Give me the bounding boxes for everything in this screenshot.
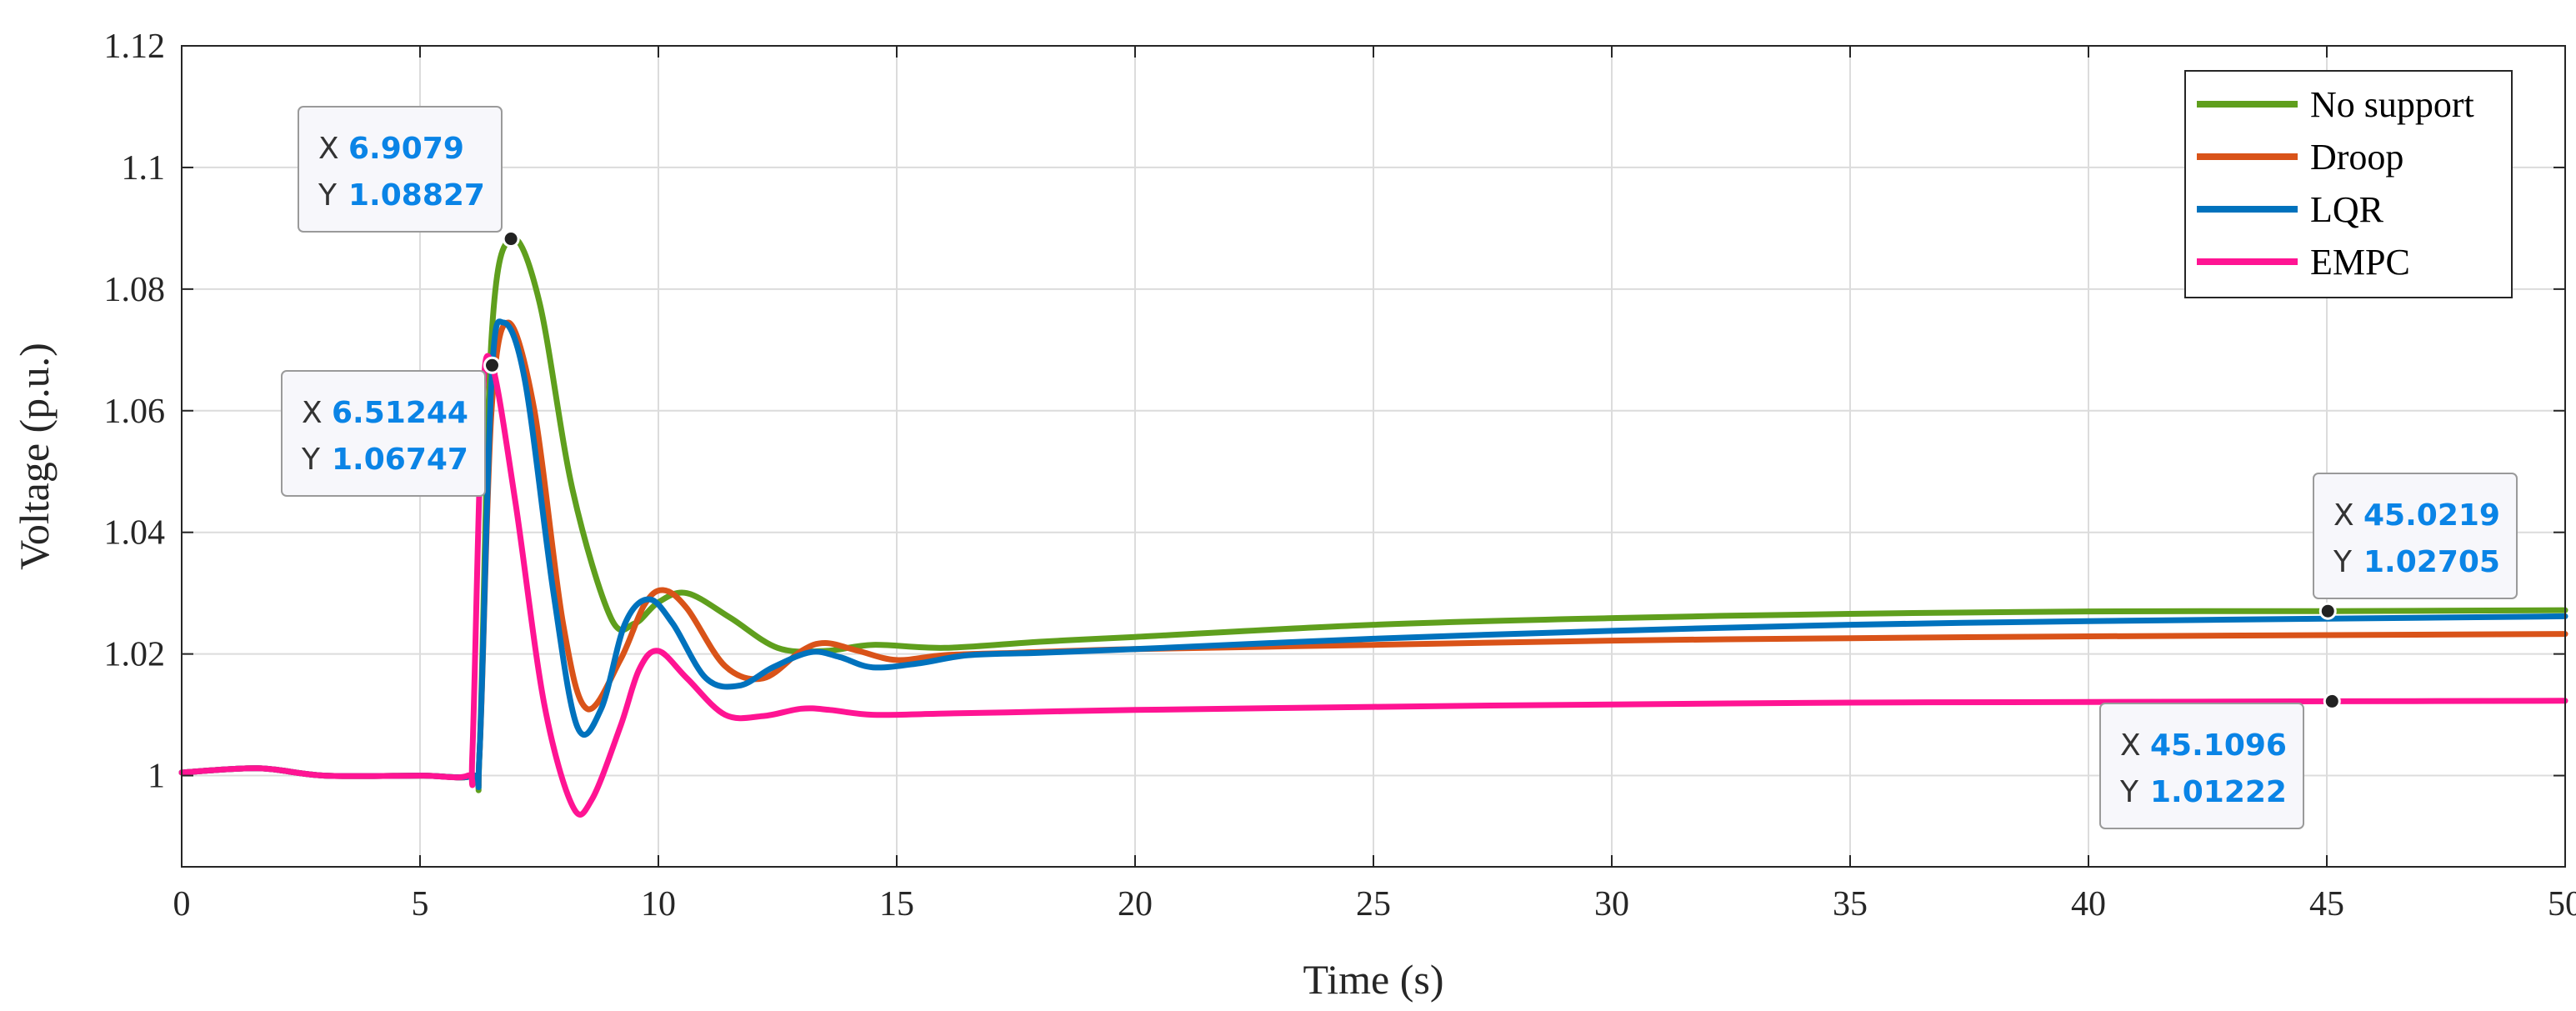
x-tick-label: 20: [1118, 885, 1153, 923]
datatip: X 45.0219 Y 1.02705: [2313, 473, 2518, 620]
legend-item-empc: EMPC: [2197, 242, 2410, 283]
datatip-x-value: 45.0219: [2363, 498, 2500, 533]
datatip-y-value: 1.08827: [348, 178, 485, 213]
y-tick-label: 1: [148, 758, 165, 796]
datatip-box: [281, 370, 486, 497]
datatip-y-key: Y: [318, 178, 338, 213]
datatip: X 6.51244 Y 1.06747: [281, 356, 502, 497]
legend-label: LQR: [2310, 189, 2384, 230]
series-lqr-line: [178, 318, 2568, 790]
datatip-x-key: X: [2120, 728, 2141, 763]
datatip-y-value: 1.06747: [332, 443, 468, 477]
datatip-y-value: 1.01222: [2150, 775, 2287, 809]
x-tick-label: 35: [1833, 885, 1868, 923]
x-tick-label: 25: [1356, 885, 1391, 923]
y-tick-label: 1.04: [104, 514, 166, 553]
x-tick-labels: 0 5 10 15 20 25 30 35 40 45 50: [173, 885, 2576, 923]
x-tick-label: 45: [2309, 885, 2344, 923]
x-tick-label: 10: [641, 885, 676, 923]
x-tick-label: 40: [2071, 885, 2106, 923]
legend: No support Droop LQR EMPC: [2184, 70, 2513, 298]
y-axis-label: Voltage (p.u.): [11, 343, 58, 570]
datatip-x-value: 6.51244: [332, 396, 468, 430]
legend-item-droop: Droop: [2197, 137, 2403, 178]
y-tick-label: 1.1: [122, 149, 166, 188]
y-tick-label: 1.02: [104, 636, 166, 674]
series-group: [178, 234, 2568, 818]
datatip-x-value: 6.9079: [348, 132, 464, 166]
legend-item-lqr: LQR: [2197, 189, 2384, 230]
x-tick-label: 0: [173, 885, 191, 923]
y-tick-label: 1.12: [104, 28, 166, 66]
datatip-marker: [2323, 692, 2341, 710]
datatips: X 6.9079 Y 1.08827 X 6.51244 Y 1.06747 X 45.0219 Y…: [281, 106, 2518, 829]
x-tick-label: 30: [1594, 885, 1629, 923]
x-tick-label: 50: [2548, 885, 2576, 923]
datatip-x-key: X: [2333, 498, 2354, 533]
datatip-y-key: Y: [2333, 545, 2353, 579]
datatip-y-key: Y: [2119, 775, 2139, 809]
x-tick-label: 5: [412, 885, 429, 923]
legend-item-no-support: No support: [2197, 84, 2474, 125]
datatip-marker: [502, 230, 520, 248]
legend-label: No support: [2310, 84, 2474, 125]
series-empc-line: [178, 353, 2568, 818]
x-axis-label: Time (s): [1303, 956, 1443, 1003]
datatip-box: [298, 106, 503, 233]
datatip: X 45.1096 Y 1.01222: [2099, 692, 2341, 829]
datatip-box: [2099, 703, 2304, 829]
y-tick-label: 1.08: [104, 271, 166, 309]
x-tick-label: 15: [879, 885, 914, 923]
datatip-x-key: X: [302, 396, 323, 430]
datatip-x-value: 45.1096: [2150, 728, 2287, 763]
y-tick-label: 1.06: [104, 393, 166, 431]
datatip: X 6.9079 Y 1.08827: [298, 106, 520, 248]
datatip-x-key: X: [318, 132, 339, 166]
datatip-marker: [483, 356, 502, 374]
datatip-box: [2313, 473, 2518, 599]
tick-marks: [181, 45, 2566, 867]
y-tick-labels: 1 1.02 1.04 1.06 1.08 1.1 1.12: [104, 28, 166, 796]
datatip-marker: [2318, 602, 2337, 620]
datatip-y-value: 1.02705: [2363, 545, 2500, 579]
datatip-y-key: Y: [301, 443, 321, 477]
legend-label: EMPC: [2310, 242, 2410, 283]
legend-label: Droop: [2310, 137, 2403, 178]
